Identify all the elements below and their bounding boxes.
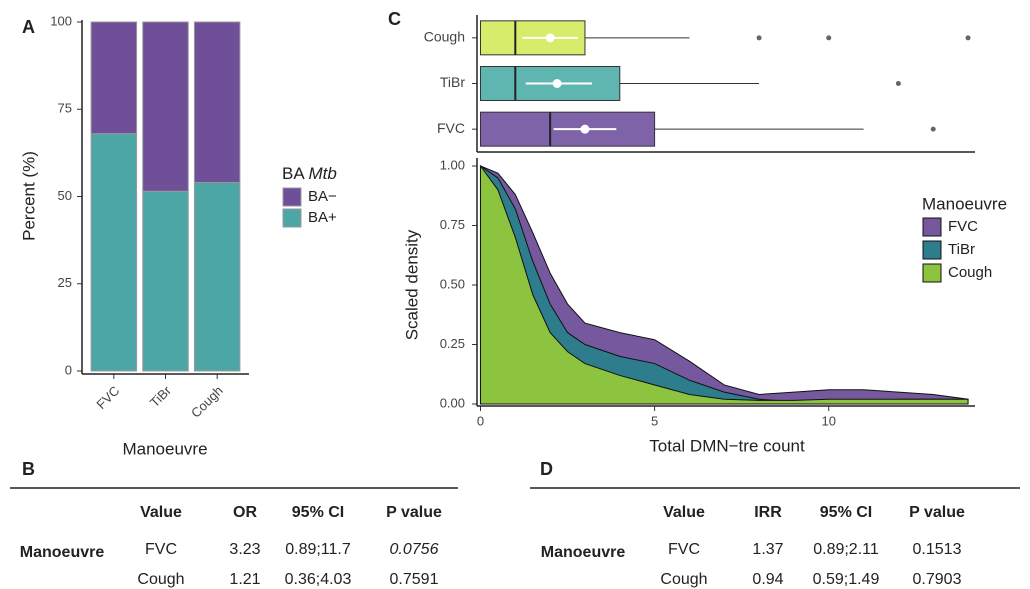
column-header: 95% CI (292, 504, 344, 521)
legend-key (282, 187, 302, 207)
column-header: OR (233, 504, 257, 521)
column-header: IRR (754, 504, 782, 521)
table-cell: 0.89;2.11 (813, 541, 879, 558)
density-area (479, 164, 969, 405)
legend-label: TiBr (948, 241, 975, 258)
y-tick-label: 0.25 (440, 336, 465, 351)
y-tick-label: 100 (50, 13, 72, 28)
bar (193, 21, 241, 184)
x-tick-label: 10 (821, 413, 835, 428)
legend-label: BA+ (308, 209, 337, 226)
table-cell: 1.37 (752, 541, 783, 558)
legend-label: Cough (948, 264, 992, 281)
table-cell: 1.21 (229, 571, 260, 588)
y-axis-label: Scaled density (402, 229, 421, 340)
legend-key (922, 263, 942, 283)
column-header: Value (140, 504, 182, 521)
mean-point (545, 33, 555, 43)
outlier (965, 35, 971, 41)
mean-point (552, 79, 562, 88)
table-cell: FVC (145, 541, 177, 558)
legend-title: Manoeuvre (922, 194, 1007, 213)
bar (90, 133, 138, 372)
column-header: P value (386, 504, 442, 521)
x-tick-label: Cough (188, 383, 226, 421)
table-cell: Cough (660, 571, 707, 588)
y-tick-label: 0.50 (440, 276, 465, 291)
y-axis-label: Percent (%) (19, 151, 38, 241)
legend-key (922, 217, 942, 237)
row-group: Manoeuvre (541, 544, 626, 561)
bar (90, 21, 138, 135)
outlier (826, 35, 832, 41)
panel-label: B (22, 459, 35, 479)
panel-label: A (22, 17, 35, 37)
x-axis-label: Total DMN−tre count (649, 436, 805, 455)
column-header: 95% CI (820, 504, 872, 521)
table-cell: 0.7903 (913, 571, 962, 588)
y-tick-label: 75 (58, 101, 72, 116)
bar (142, 190, 189, 372)
column-header: Value (663, 504, 705, 521)
y-tick-label: 50 (58, 188, 72, 203)
bar (193, 182, 241, 372)
y-tick-label: FVC (437, 120, 465, 136)
table-cell: 0.94 (752, 571, 783, 588)
y-tick-label: 25 (58, 275, 72, 290)
table-cell: Cough (137, 571, 184, 588)
x-tick-label: FVC (93, 383, 122, 412)
panel-label: D (540, 459, 553, 479)
bar (142, 21, 189, 192)
outlier (756, 35, 762, 41)
x-axis-label: Manoeuvre (122, 439, 207, 458)
column-header: P value (909, 504, 965, 521)
table-cell: 0.59;1.49 (813, 571, 880, 588)
table-cell: 0.89;11.7 (285, 541, 351, 558)
legend-key (282, 208, 302, 228)
panel-label: C (388, 9, 401, 29)
legend-title-part: Mtb (308, 164, 336, 183)
row-group: Manoeuvre (20, 544, 105, 561)
y-tick-label: Cough (424, 29, 465, 45)
legend-label: BA− (308, 188, 337, 205)
table-cell: FVC (668, 541, 700, 558)
x-tick-label: 5 (651, 413, 658, 428)
y-tick-label: 0 (65, 362, 72, 377)
table-cell: 0.7591 (390, 571, 439, 588)
x-tick-label: TiBr (147, 382, 175, 410)
table-cell: 0.36;4.03 (285, 571, 352, 588)
outlier (930, 126, 936, 132)
outlier (895, 81, 901, 86)
y-tick-label: TiBr (440, 74, 465, 90)
legend-title: BA Mtb (282, 164, 337, 183)
table-cell: 0.0756 (390, 541, 439, 558)
legend-label: FVC (948, 218, 978, 235)
legend-key (922, 240, 942, 260)
table-cell: 3.23 (229, 541, 260, 558)
x-tick-label: 0 (477, 413, 484, 428)
table-cell: 0.1513 (913, 541, 962, 558)
y-tick-label: 1.00 (440, 157, 465, 172)
mean-point (580, 124, 590, 134)
legend-title-part: BA (282, 164, 305, 183)
y-tick-label: 0.00 (440, 395, 465, 410)
y-tick-label: 0.75 (440, 217, 465, 232)
density-area (479, 165, 969, 405)
